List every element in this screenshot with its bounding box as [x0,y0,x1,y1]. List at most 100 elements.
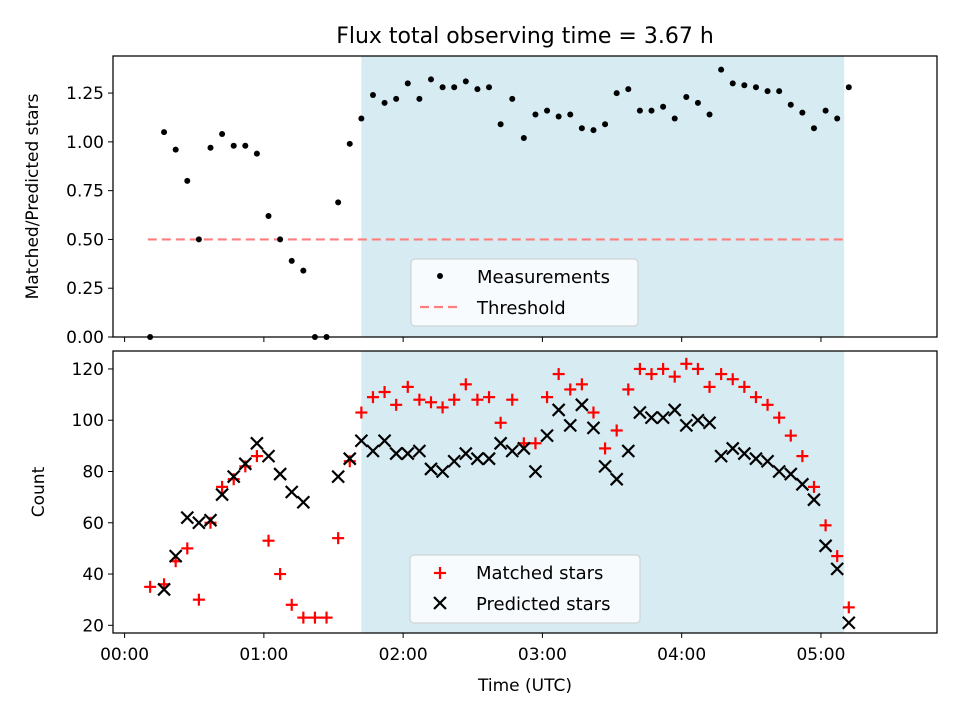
predicted-star-point [714,449,728,463]
predicted-star-point [470,451,485,466]
predicted-star-point [366,444,380,458]
measurement-point [427,76,434,83]
predicted-stars-points [157,398,856,630]
measurement-point [462,78,469,85]
matched-star-point [541,391,554,404]
measurement-point [393,95,400,102]
predicted-star-point [180,510,195,525]
measurement-point [358,115,365,122]
measurement-point [474,86,481,93]
top-y-tick-label-1: 0.25 [66,279,104,299]
measurement-point [694,99,701,106]
matched-star-point [587,406,600,419]
measurement-point [764,88,771,95]
measurement-point [776,88,783,95]
matched-star-point [144,580,157,593]
predicted-star-point [702,416,717,430]
matched-star-point [332,532,345,545]
measurement-point [404,80,411,87]
measurement-point [706,111,713,118]
matched-star-point [842,601,855,614]
predicted-star-point [551,403,566,417]
matched-star-point [506,393,519,406]
measurement-point [172,146,179,153]
matched-star-point [355,406,368,419]
measurement-point [265,213,272,220]
matched-star-point [633,362,646,375]
predicted-star-point [250,436,264,451]
top-legend-box [410,258,639,327]
matched-star-point [749,391,762,404]
top-panel: 0.00 0.25 0.50 0.75 1.00 1.25 Matched/Predict… [23,55,938,348]
matched-star-point [285,598,298,611]
matched-star-point [738,380,751,393]
predicted-star-point [296,495,311,510]
matched-star-point [564,383,577,396]
bottom-y-ticks: 20 40 60 80 100 120 [72,360,113,636]
predicted-star-point [342,451,357,466]
matched-star-point [784,429,797,442]
measurement-point [242,142,249,149]
matched-star-point [274,568,287,581]
measurement-point [381,99,388,106]
measurement-point [486,84,493,91]
legend-measurements-marker [437,273,443,279]
matched-star-point [807,480,820,493]
bottom-x-tick-label-0: 00:00 [100,645,149,665]
measurement-point [845,84,852,91]
measurement-point [567,111,574,118]
matched-star-point [216,480,229,493]
measurement-point [184,177,191,184]
predicted-star-point [598,459,612,474]
predicted-star-point [273,467,287,481]
matched-star-point [297,611,310,624]
legend-plus-glyph [434,567,446,579]
predicted-star-point [679,418,694,433]
matched-star-point [436,401,449,414]
top-y-axis-label: Matched/Predicted stars [23,93,43,299]
matched-star-point [680,357,693,370]
bottom-legend: Matched stars Predicted stars [409,554,641,624]
predicted-star-point [157,582,171,597]
matched-star-point [390,398,403,411]
measurement-point [416,95,423,102]
predicted-star-point [493,436,508,451]
measurement-point [578,125,585,132]
top-y-tick-label-4: 1.00 [66,133,104,153]
legend-measurements-label: Measurements [477,267,610,288]
measurement-point [161,129,168,136]
predicted-star-point [528,464,543,479]
predicted-star-point [168,549,183,563]
matched-star-point [552,368,565,381]
predicted-star-point [725,441,740,456]
matched-star-point [575,378,588,391]
bottom-axes-frame [112,350,938,634]
measurement-point [636,107,643,114]
measurement-point [648,107,655,114]
predicted-star-point [830,562,844,576]
predicted-star-point [505,444,520,458]
matched-star-point [320,611,333,624]
matched-star-point [471,393,484,406]
predicted-star-point [354,433,369,448]
measurement-point [288,257,295,264]
predicted-star-point [749,451,763,466]
matched-star-point [645,368,658,381]
predicted-star-point [783,467,798,481]
matched-star-point [715,368,728,381]
matched-star-point [378,386,391,399]
predicted-star-point [818,539,833,553]
bottom-x-tick-label-4: 04:00 [657,645,706,665]
bottom-y-tick-label-0: 20 [82,616,104,636]
matched-star-point [773,411,786,424]
measurement-point [741,82,748,89]
predicted-star-point [667,403,682,417]
matched-star-point [343,455,356,468]
legend-cross-glyph [433,596,447,610]
predicted-star-point [795,477,810,492]
predicted-star-point [586,421,601,435]
measurement-point [253,150,260,157]
matched-star-point [401,380,414,393]
predicted-star-point [435,464,450,479]
